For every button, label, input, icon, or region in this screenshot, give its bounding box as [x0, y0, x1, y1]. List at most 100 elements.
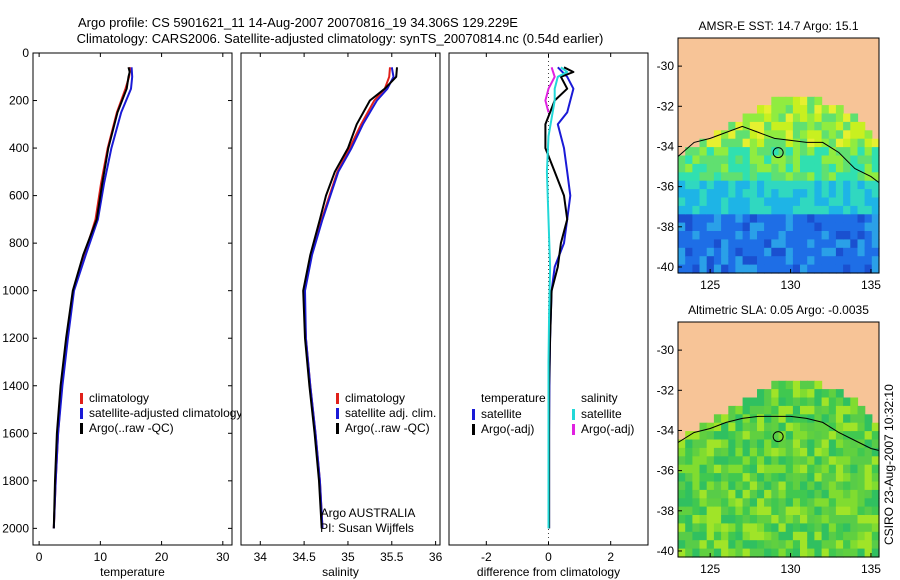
sst_map-grid-cell — [749, 155, 758, 165]
sst_map-grid-cell — [685, 172, 693, 182]
sst_map-grid-cell — [807, 231, 815, 240]
sla_map-grid-cell — [685, 447, 693, 457]
sst_map-grid-cell — [713, 180, 722, 190]
sst_map-grid-cell — [757, 113, 765, 123]
sst_map-grid-cell — [814, 147, 823, 157]
salinity-panel: 34 34.5 35 35.5 36 salinity climatologysatelli… — [240, 52, 443, 579]
sla_map-grid-cell — [757, 389, 765, 399]
sst_map-grid-cell — [735, 147, 744, 157]
sla_map-grid-cell — [807, 531, 815, 541]
sla_map-grid-cell — [706, 422, 715, 432]
sst_map-grid-cell — [785, 222, 794, 232]
sst_map-grid-cell — [800, 239, 808, 249]
legend-label: salinity — [581, 391, 618, 405]
sst_map-grid-cell — [764, 172, 772, 182]
sla_map-grid-cell — [828, 506, 837, 516]
sla_map-grid-cell — [821, 464, 830, 474]
sla_map-grid-cell — [678, 548, 686, 558]
sla_map-grid-cell — [864, 548, 873, 558]
sst_map-grid-cell — [850, 205, 859, 215]
sla_map-grid-cell — [778, 439, 787, 449]
sla_map-grid-cell — [678, 456, 686, 466]
sst_map-grid-cell — [713, 130, 722, 140]
sla_map-grid-cell — [864, 523, 873, 533]
sst_map-grid-cell — [857, 147, 866, 157]
sla_map-ytick-label: -40 — [657, 544, 675, 558]
sst_map-grid-cell — [721, 138, 729, 148]
sla_map-grid-cell — [785, 481, 794, 491]
sla_map-grid-cell — [850, 515, 859, 524]
sla_map-grid-cell — [835, 456, 844, 466]
sst_map-grid-cell — [706, 247, 715, 257]
sla_map-grid-cell — [749, 515, 758, 524]
sla_map-grid-cell — [728, 515, 737, 524]
sla_map-grid-cell — [843, 431, 851, 441]
difference-xtick-label: 0 — [545, 550, 552, 564]
sla_map-grid-cell — [828, 439, 837, 449]
sla_map-grid-cell — [800, 498, 808, 508]
sst_map-grid-cell — [771, 147, 780, 157]
sla_map-grid-cell — [835, 481, 844, 491]
sst_map-grid-cell — [871, 172, 880, 182]
sla_map-grid-cell — [807, 540, 815, 550]
sst_map-grid-cell — [749, 121, 758, 131]
sla_map-grid-cell — [828, 531, 837, 541]
sla_map-grid-cell — [850, 489, 859, 499]
sst_map-grid-cell — [757, 222, 765, 232]
sst_map-grid-cell — [814, 163, 823, 173]
sla_map-grid-cell — [713, 515, 722, 524]
sst_map-grid-cell — [692, 231, 701, 240]
sla_map-grid-cell — [785, 523, 794, 533]
sla_map-grid-cell — [678, 531, 686, 541]
sla_map-grid-cell — [692, 506, 701, 516]
sla_map-grid-cell — [828, 389, 837, 399]
sst_map-ytick-label: -30 — [657, 59, 675, 73]
sla_map-grid-cell — [685, 523, 693, 533]
sla_map-grid-cell — [792, 548, 801, 558]
sst_map-grid-cell — [699, 264, 708, 274]
legend-swatch — [472, 409, 475, 420]
sla_map-title: Altimetric SLA: 0.05 Argo: -0.0035 — [688, 303, 869, 317]
sla_map-grid-cell — [807, 414, 815, 424]
sst_map-grid-cell — [814, 264, 823, 274]
sst_map-grid-cell — [792, 96, 801, 106]
sst_map-grid-cell — [749, 205, 758, 215]
sst_map-grid-cell — [778, 247, 787, 257]
sst_map-grid-cell — [792, 105, 801, 115]
sst_map-grid-cell — [821, 231, 830, 240]
sla_map-grid-cell — [828, 431, 837, 441]
legend-label: temperature — [481, 391, 546, 405]
sst_map-grid-cell — [857, 130, 866, 140]
sla_map-grid-cell — [685, 531, 693, 541]
sst_map-grid-cell — [685, 147, 693, 157]
sla_map-grid-cell — [857, 540, 866, 550]
sst_map-grid-cell — [771, 155, 780, 165]
sst_map-grid-cell — [864, 231, 873, 240]
sla_map-grid-cell — [757, 481, 765, 491]
sst_map-grid-cell — [778, 214, 787, 224]
sst_map-grid-cell — [757, 239, 765, 249]
sla_map-grid-cell — [871, 540, 880, 550]
sla_map-grid-cell — [814, 498, 823, 508]
sla_map-grid-cell — [699, 439, 708, 449]
sla_map-grid-cell — [778, 515, 787, 524]
sla_map-grid-cell — [850, 439, 859, 449]
sst_map-grid-cell — [857, 138, 866, 148]
sst_map-grid-cell — [728, 214, 737, 224]
sst_map-grid-cell — [764, 264, 772, 274]
sla_map-grid-cell — [678, 498, 686, 508]
sla_map-grid-cell — [850, 531, 859, 541]
sst_map-grid-cell — [778, 130, 787, 140]
sst_map-grid-cell — [800, 105, 808, 115]
sla_map-grid-cell — [771, 548, 780, 558]
sst_map-grid-cell — [864, 239, 873, 249]
sla_map-grid-cell — [814, 473, 823, 483]
sst_map-grid-cell — [807, 163, 815, 173]
sst_map-grid-cell — [757, 197, 765, 207]
sla_map-grid-cell — [771, 473, 780, 483]
sla_map-grid-cell — [735, 531, 744, 541]
sst_map-grid-cell — [706, 180, 715, 190]
sla_map-grid-cell — [828, 397, 837, 407]
sst_map-grid-cell — [850, 180, 859, 190]
sst_map-grid-cell — [850, 155, 859, 165]
